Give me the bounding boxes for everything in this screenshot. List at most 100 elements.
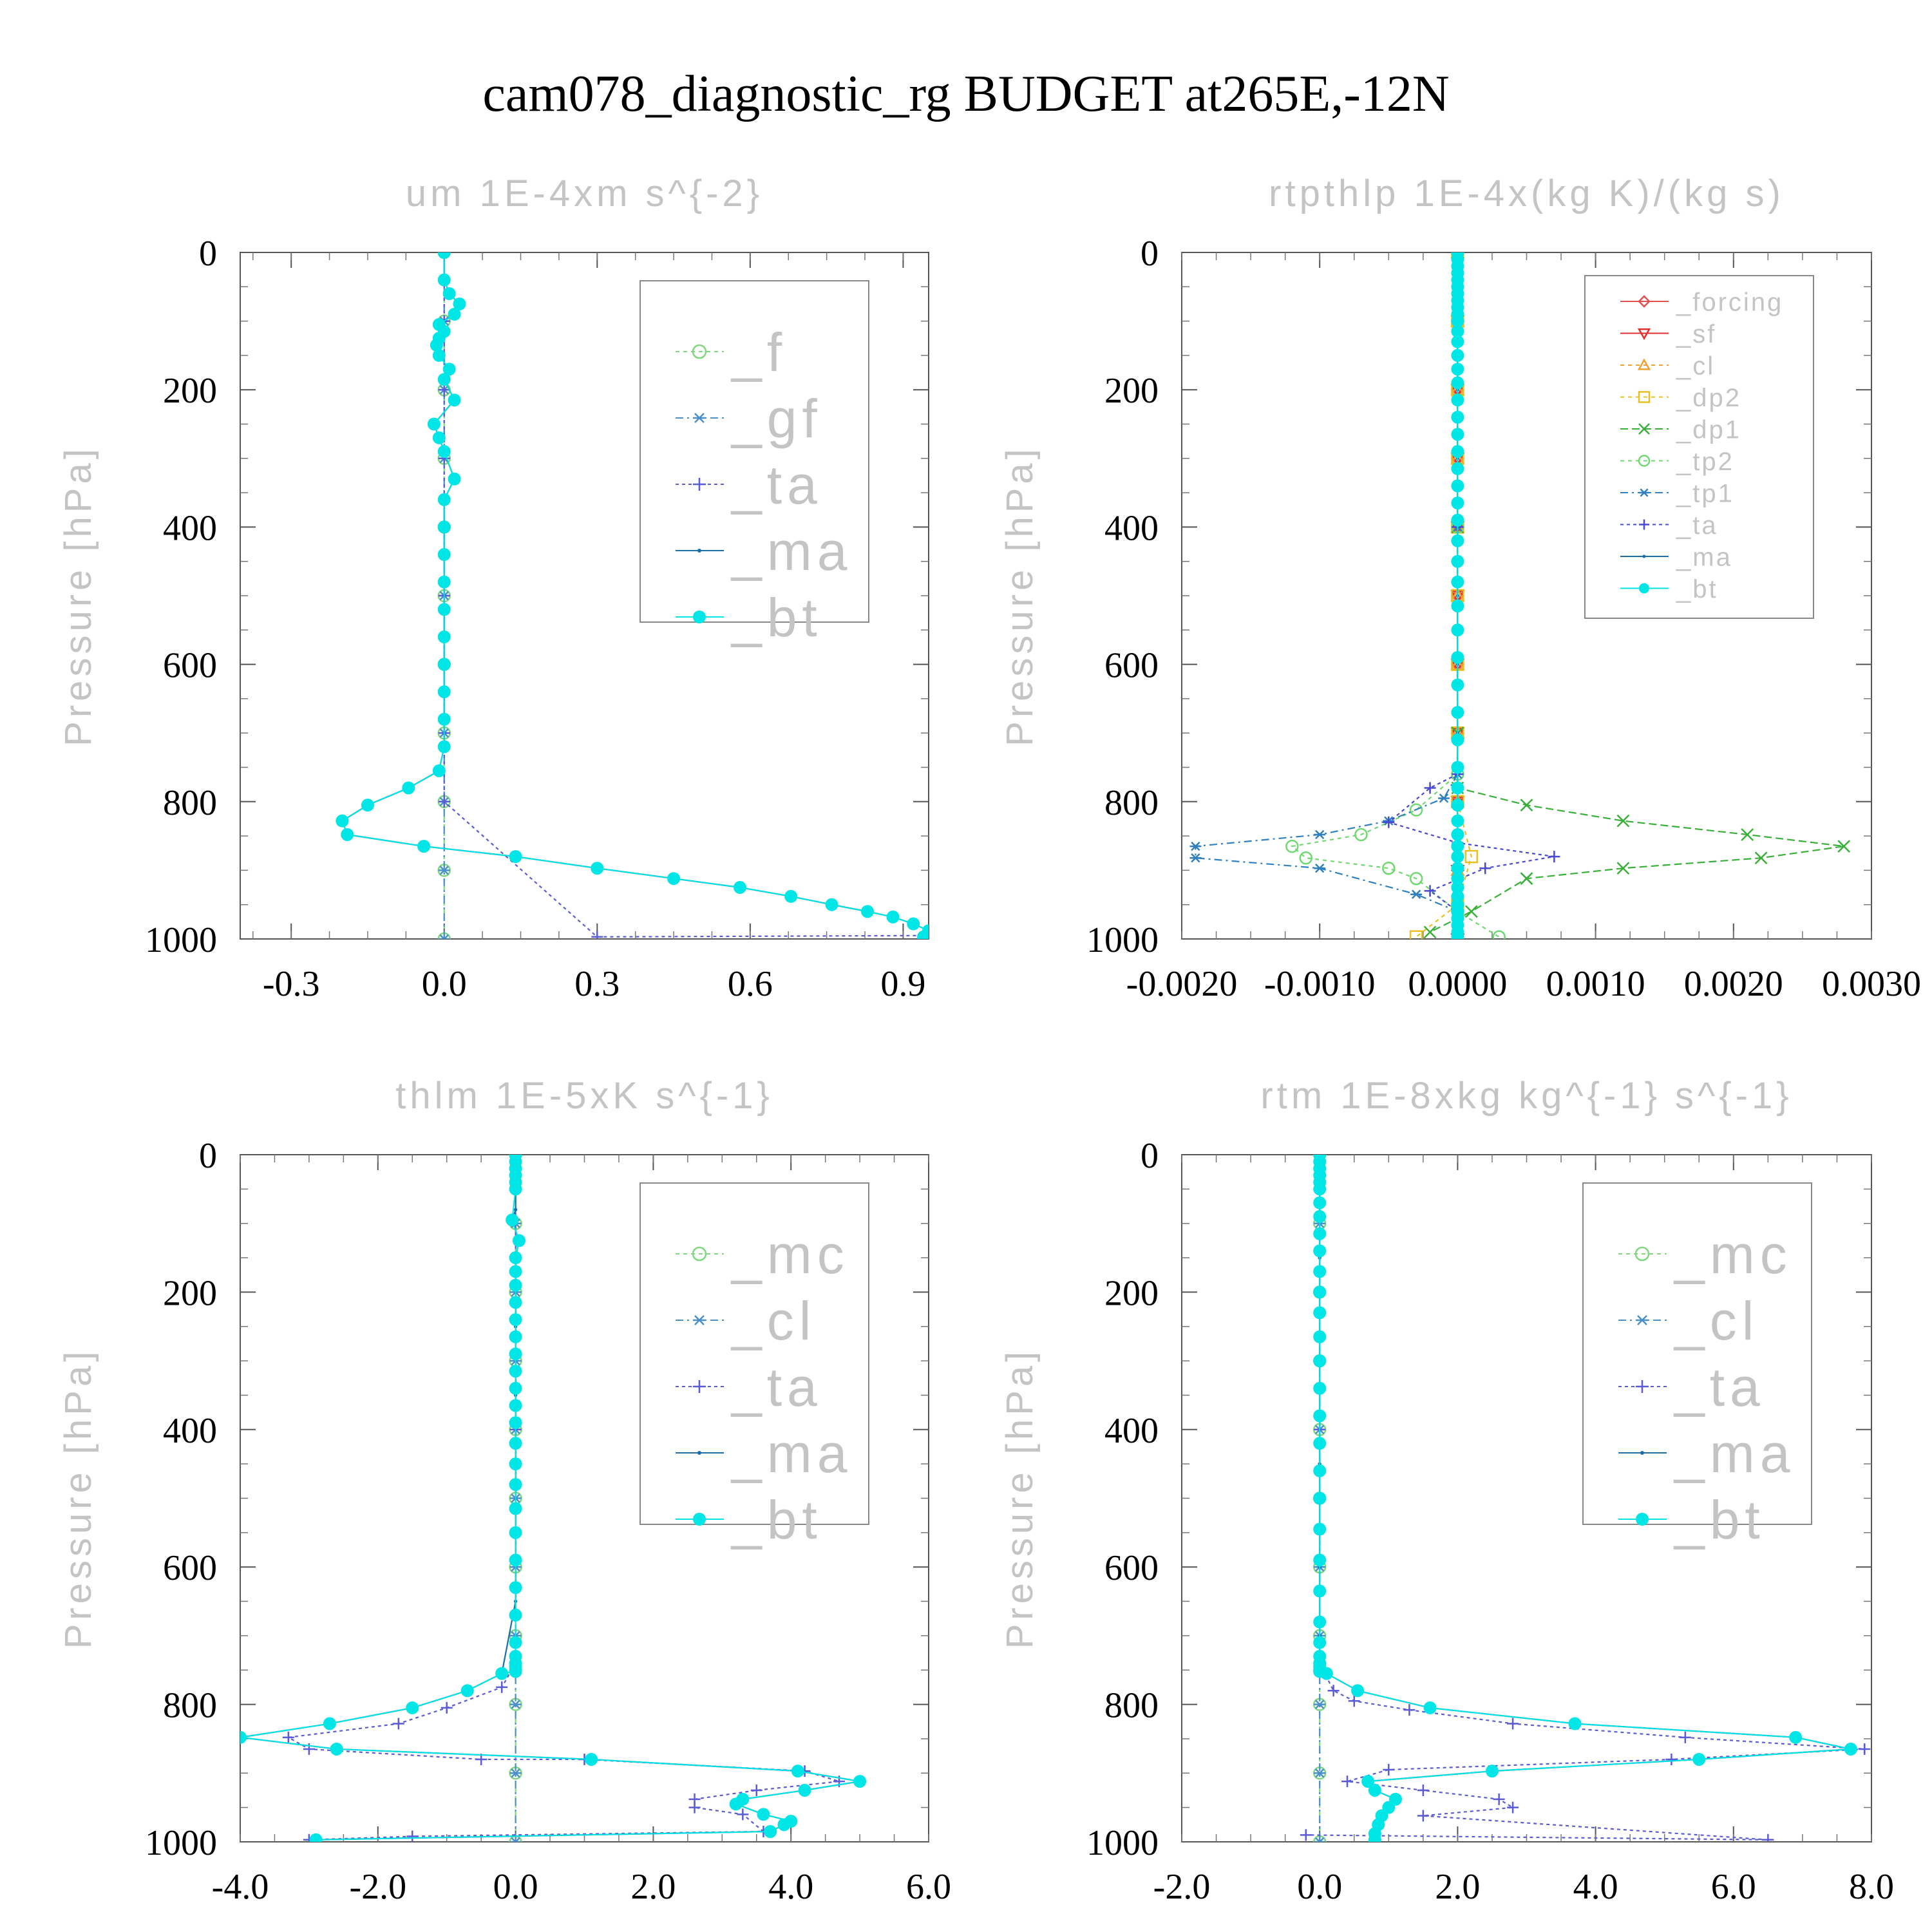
data-point — [509, 1502, 522, 1515]
data-point — [1409, 803, 1423, 817]
data-point — [1741, 828, 1754, 841]
data-point — [448, 307, 461, 321]
y-tick-label: 200 — [163, 371, 217, 411]
data-point — [509, 1182, 522, 1196]
legend-label: _bt — [730, 1490, 822, 1550]
legend-marker — [1638, 423, 1650, 435]
data-point — [437, 685, 451, 699]
legend-label: _ma — [1673, 1423, 1795, 1484]
legend-marker — [1638, 391, 1651, 403]
plot-area — [1300, 1155, 1871, 1842]
data-point — [509, 1581, 522, 1595]
data-point — [1320, 1667, 1333, 1680]
data-point — [1313, 1553, 1327, 1567]
data-point — [432, 764, 446, 777]
data-point — [1451, 325, 1464, 338]
panel-title: um 1E-4xm s^{-2} — [406, 173, 763, 214]
data-point — [737, 1808, 749, 1821]
legend-item: _cl — [1618, 1291, 1754, 1351]
data-point — [1314, 1837, 1326, 1842]
data-point — [1451, 462, 1464, 475]
data-point — [1313, 1354, 1327, 1368]
data-point — [853, 1775, 867, 1788]
legend-marker — [697, 549, 701, 553]
data-point — [1451, 445, 1464, 459]
data-point — [1314, 1768, 1326, 1778]
data-point — [1313, 1464, 1327, 1477]
legend-label: _bt — [730, 587, 822, 648]
data-point — [1313, 1584, 1327, 1598]
data-point — [591, 931, 603, 939]
data-point — [440, 1701, 453, 1714]
y-tick-label: 200 — [1104, 1273, 1159, 1313]
data-point — [1479, 862, 1492, 875]
series-line — [1290, 252, 1500, 938]
panel-1: um 1E-4xm s^{-2} Pressure [hPa] 0 200 400 600… — [57, 173, 929, 1004]
legend-item: _mc — [1618, 1224, 1787, 1285]
data-point — [729, 1797, 743, 1811]
data-point — [1417, 1784, 1429, 1796]
data-point — [917, 930, 929, 939]
y-tick-label: 600 — [163, 1548, 217, 1588]
data-point — [1451, 881, 1464, 895]
data-point — [1348, 1695, 1360, 1707]
data-point — [438, 795, 450, 808]
data-point — [1410, 889, 1423, 899]
series-tp2 — [1285, 252, 1506, 939]
data-point — [341, 828, 354, 841]
y-tick-label: 1000 — [1086, 1823, 1159, 1863]
data-point — [1314, 864, 1326, 873]
legend-marker — [1636, 1513, 1649, 1526]
data-point — [1754, 851, 1768, 865]
data-point — [437, 630, 451, 643]
data-point — [453, 297, 466, 310]
data-point — [1548, 851, 1560, 863]
x-tick-label: 4.0 — [1573, 1867, 1618, 1907]
data-point — [509, 1313, 522, 1327]
y-tick-label: 0 — [199, 234, 217, 274]
legend-box — [639, 1182, 869, 1525]
series-line — [1319, 1155, 1852, 1840]
data-point — [509, 850, 522, 864]
data-point — [1351, 1684, 1365, 1698]
data-point — [509, 1665, 522, 1678]
legend-label: _ma — [730, 521, 852, 582]
series-line — [1387, 252, 1555, 933]
legend-marker — [1640, 1451, 1644, 1455]
data-point — [1451, 575, 1464, 589]
legend-label: _forcing — [1676, 288, 1783, 316]
data-point — [1485, 1765, 1499, 1778]
x-tick-label: 0.6 — [728, 964, 773, 1004]
data-point — [1451, 706, 1464, 719]
data-point — [1451, 599, 1464, 612]
series-line — [1195, 252, 1459, 933]
legend: _forcing _sf _cl _dp2 _dp1 _tp2 _tp1 _ta _ma _bt — [1584, 275, 1814, 619]
data-point — [495, 1667, 509, 1680]
data-point — [509, 1700, 522, 1709]
legend-marker — [693, 1380, 706, 1393]
series-line — [1305, 1155, 1865, 1841]
data-point — [1451, 862, 1464, 875]
legend-label: _f — [730, 322, 787, 383]
y-tick-label: 400 — [163, 1411, 217, 1451]
legend-label: _gf — [730, 388, 822, 449]
data-point — [437, 493, 451, 506]
data-point — [1451, 393, 1464, 407]
data-point — [1451, 534, 1464, 547]
x-tick-label: 0.0 — [493, 1867, 538, 1907]
x-tick-label: 4.0 — [768, 1867, 813, 1907]
data-point — [1451, 850, 1464, 864]
x-tick-label: 6.0 — [1711, 1867, 1756, 1907]
data-point — [430, 338, 443, 352]
data-point — [1313, 1285, 1327, 1299]
y-tick-label: 800 — [163, 1686, 217, 1726]
data-point — [1299, 851, 1313, 865]
data-point — [1368, 1783, 1381, 1797]
data-point — [392, 1718, 404, 1730]
data-point — [1313, 1615, 1327, 1629]
x-tick-label: -0.3 — [263, 964, 320, 1004]
legend-item: _ma — [1620, 543, 1730, 571]
legend-label: _ta — [730, 1357, 822, 1417]
legend-label: _ta — [1673, 1357, 1765, 1417]
data-point — [438, 934, 450, 939]
